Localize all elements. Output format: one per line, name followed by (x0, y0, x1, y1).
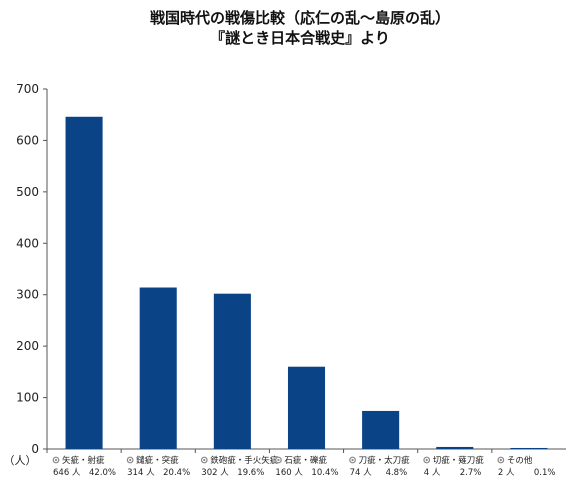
chart-title: 戦国時代の戦傷比較（応仁の乱～島原の乱） 『謎とき日本合戦史』より (150, 9, 450, 47)
x-category-name: 鉄砲疵・手火矢疵 (210, 455, 279, 466)
x-category-count: 2 人 (498, 468, 515, 478)
x-category-percent: 19.6% (237, 468, 264, 478)
x-category-count: 314 人 (127, 468, 155, 478)
bullet-dot-icon (203, 458, 206, 462)
chart-title-line-2: 『謎とき日本合戦史』より (210, 29, 390, 47)
y-tick-label: 100 (16, 391, 39, 405)
bar (65, 116, 103, 450)
bar (213, 293, 251, 449)
x-category-percent: 0.1% (534, 468, 556, 478)
x-category-percent: 4.8% (386, 468, 408, 478)
y-tick-label: 500 (16, 185, 39, 199)
x-category-name: 石疵・礫疵 (284, 455, 327, 466)
x-category-percent: 2.7% (460, 468, 482, 478)
x-category-percent: 10.4% (311, 468, 338, 478)
bar (362, 410, 400, 449)
y-axis-unit-label: （人） (4, 454, 37, 467)
bar (287, 366, 326, 449)
y-tick-label: 400 (16, 236, 39, 250)
x-category-percent: 42.0% (89, 468, 116, 478)
chart-title-line-1: 戦国時代の戦傷比較（応仁の乱～島原の乱） (150, 9, 450, 27)
bars (65, 116, 548, 450)
y-tick-label: 0 (31, 442, 39, 456)
bullet-dot-icon (277, 458, 280, 462)
x-category-percent: 20.4% (163, 468, 190, 478)
x-category-name: その他 (507, 455, 533, 466)
y-tick-label: 300 (16, 288, 39, 302)
x-category-name: 刀疵・太刀疵 (359, 455, 411, 466)
x-category-name: 矢疵・射疵 (62, 455, 105, 466)
category-labels: 矢疵・射疵 646 人 42.0% 鑓疵・突疵 314 人 20.4% 鉄砲疵・手火矢疵 30… (52, 455, 556, 478)
x-category-name: 鑓疵・突疵 (136, 455, 179, 466)
y-tick-label: 700 (16, 82, 39, 96)
x-category-count: 4 人 (424, 468, 441, 478)
bullet-dot-icon (425, 458, 428, 462)
axes: 0 100 200 300 400 500 600 700 (16, 82, 566, 456)
x-category-count: 302 人 (201, 468, 229, 478)
x-category-count: 74 人 (350, 468, 373, 478)
bar (436, 446, 474, 449)
y-tick-label: 200 (16, 339, 39, 353)
bullet-dot-icon (499, 458, 502, 462)
bullet-dot-icon (351, 458, 354, 462)
bar (139, 287, 177, 449)
x-category-count: 646 人 (53, 468, 81, 478)
bullet-dot-icon (129, 458, 132, 462)
x-category-name: 切疵・薙刀疵 (433, 455, 485, 466)
bullet-dot-icon (54, 458, 58, 462)
bar (510, 447, 548, 449)
x-category-count: 160 人 (275, 468, 303, 478)
y-tick-label: 600 (16, 133, 39, 147)
